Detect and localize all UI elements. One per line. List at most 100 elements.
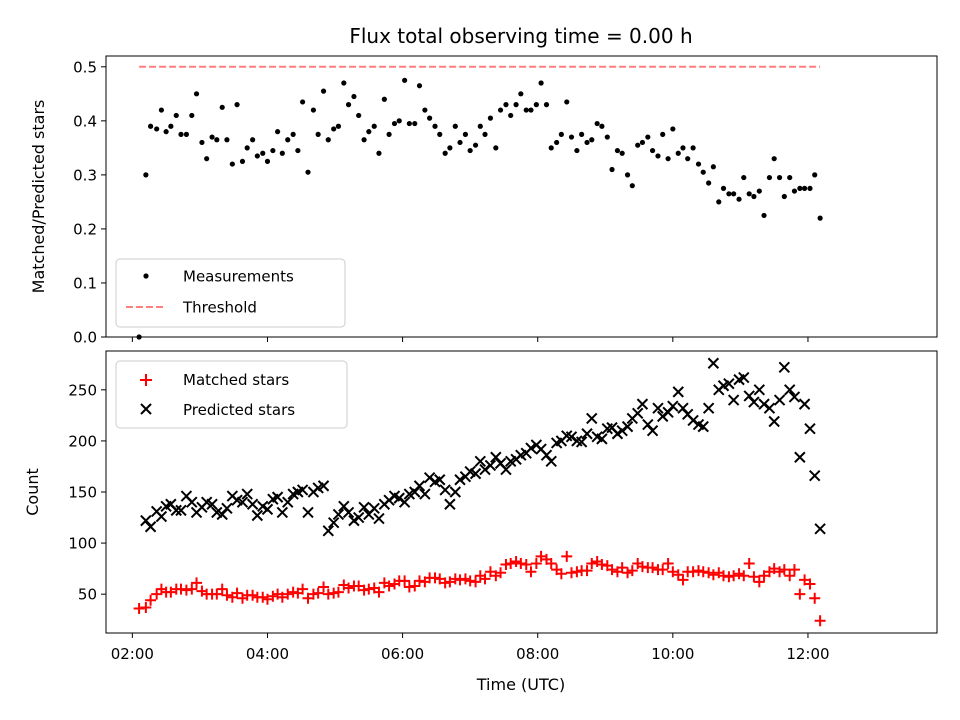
matched-star-point bbox=[140, 601, 152, 613]
counts-y-tick-label: 100 bbox=[68, 535, 97, 553]
measurement-point bbox=[716, 199, 722, 205]
matched-star-point bbox=[257, 591, 269, 603]
matched-star-point bbox=[693, 565, 705, 577]
measurement-point bbox=[305, 169, 311, 175]
measurement-point bbox=[279, 150, 285, 156]
measurement-point bbox=[665, 156, 671, 162]
matched-star-point bbox=[322, 588, 334, 600]
predicted-star-point bbox=[621, 420, 634, 433]
predicted-star-point bbox=[500, 463, 512, 476]
measurement-point bbox=[361, 137, 367, 143]
measurement-point bbox=[371, 123, 377, 129]
legend-matched-label: Matched stars bbox=[183, 371, 289, 389]
measurement-point bbox=[670, 126, 676, 132]
predicted-star-point bbox=[449, 486, 461, 498]
predicted-star-point bbox=[575, 436, 588, 448]
measurement-point bbox=[604, 134, 610, 140]
measurement-point bbox=[497, 107, 504, 113]
predicted-star-point bbox=[581, 428, 593, 440]
measurement-point bbox=[574, 147, 580, 154]
predicted-star-point bbox=[327, 516, 340, 529]
measurements-series bbox=[136, 77, 823, 340]
ratio-y-axis: 0.0 0.1 0.2 0.3 0.4 0.5 bbox=[73, 58, 106, 347]
predicted-star-point bbox=[413, 480, 426, 492]
measurement-point bbox=[594, 120, 600, 127]
measurement-point bbox=[736, 196, 742, 202]
measurement-point bbox=[564, 99, 570, 105]
ratio-plot-frame bbox=[105, 55, 938, 338]
measurement-point bbox=[437, 131, 443, 137]
predicted-star-point bbox=[454, 474, 466, 486]
predicted-star-point bbox=[778, 361, 791, 374]
matched-star-point bbox=[784, 570, 796, 582]
measurement-point bbox=[300, 99, 306, 105]
measurement-point bbox=[366, 129, 372, 135]
matched-star-point bbox=[809, 592, 821, 604]
matched-star-point bbox=[332, 586, 344, 598]
matched-star-point bbox=[307, 588, 319, 600]
measurement-point bbox=[204, 156, 210, 162]
measurement-point bbox=[224, 137, 230, 143]
matched-star-point bbox=[191, 577, 203, 589]
predicted-star-point bbox=[814, 523, 826, 535]
predicted-star-point bbox=[322, 525, 334, 537]
measurement-point bbox=[538, 80, 544, 86]
legend-threshold-label: Threshold bbox=[182, 299, 257, 317]
measurement-point bbox=[260, 150, 266, 156]
matched-star-point bbox=[180, 584, 192, 596]
measurement-point bbox=[285, 137, 291, 143]
measurement-point bbox=[528, 107, 534, 113]
predicted-star-point bbox=[342, 506, 355, 519]
matched-star-point bbox=[814, 615, 826, 627]
measurement-point bbox=[554, 139, 560, 146]
matched-star-point bbox=[555, 568, 567, 580]
counts-y-tick-label: 250 bbox=[68, 381, 97, 399]
predicted-star-point bbox=[753, 384, 766, 396]
measurement-point bbox=[386, 131, 392, 137]
matched-star-point bbox=[581, 565, 593, 577]
predicted-star-point bbox=[358, 501, 370, 514]
matched-star-point bbox=[778, 564, 790, 576]
matched-star-point bbox=[753, 576, 765, 588]
measurement-point bbox=[168, 123, 174, 129]
predicted-star-point bbox=[474, 455, 486, 468]
matched-star-point bbox=[449, 573, 461, 585]
predicted-star-point bbox=[809, 469, 821, 482]
measurement-point bbox=[163, 129, 169, 135]
measurement-point bbox=[513, 102, 519, 108]
measurement-point bbox=[331, 126, 337, 132]
matched-star-point bbox=[358, 584, 370, 596]
matched-star-point bbox=[151, 588, 163, 600]
measurement-point bbox=[614, 147, 621, 154]
measurement-point bbox=[295, 147, 301, 154]
x-tick-label: 02:00 bbox=[111, 645, 154, 663]
ratio-y-tick-label: 0.3 bbox=[73, 166, 97, 184]
measurement-point bbox=[432, 123, 438, 129]
measurement-point bbox=[270, 147, 276, 154]
matched-star-point bbox=[804, 578, 816, 590]
matched-star-point bbox=[586, 558, 598, 570]
predicted-star-point bbox=[738, 371, 750, 384]
predicted-star-point bbox=[332, 508, 345, 521]
measurement-point bbox=[345, 102, 352, 108]
predicted-star-point bbox=[636, 398, 649, 410]
predicted-star-point bbox=[236, 496, 249, 508]
x-tick-label: 04:00 bbox=[246, 645, 289, 663]
counts-y-axis-label: Count bbox=[23, 468, 42, 516]
measurement-point bbox=[310, 107, 317, 113]
matched-star-point bbox=[287, 586, 299, 598]
measurement-point bbox=[812, 172, 818, 178]
matched-star-point bbox=[565, 567, 577, 579]
matched-star-point bbox=[500, 559, 512, 571]
predicted-star-point bbox=[261, 503, 274, 516]
predicted-star-point bbox=[246, 498, 259, 510]
matched-star-point bbox=[718, 570, 730, 582]
measurement-point bbox=[335, 123, 342, 129]
counts-y-tick-label: 200 bbox=[68, 432, 97, 450]
matched-star-point bbox=[748, 571, 760, 583]
predicted-star-point bbox=[768, 415, 780, 428]
measurement-point bbox=[351, 93, 357, 100]
x-axis-label: Time (UTC) bbox=[476, 675, 565, 694]
measurement-point bbox=[290, 131, 296, 137]
